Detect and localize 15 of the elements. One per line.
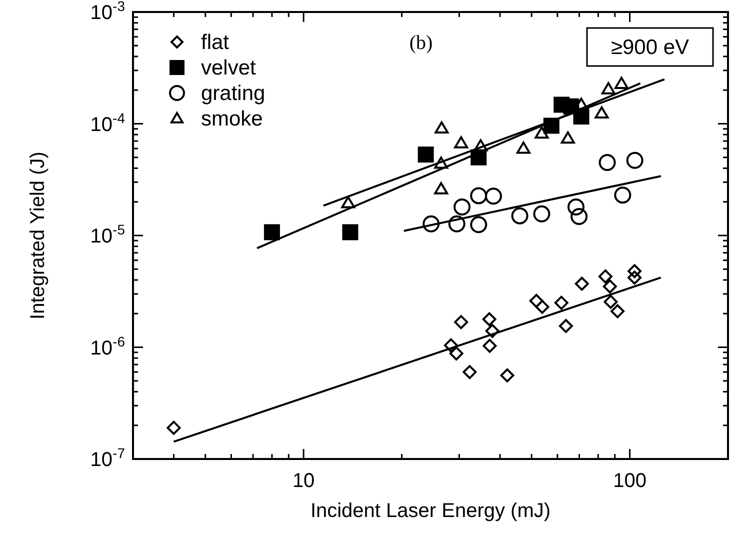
- legend-label: grating: [201, 82, 266, 105]
- y-tick-label: 10$^{-3}$: [90, 0, 126, 24]
- x-tick-label: 10: [292, 470, 315, 492]
- x-tick-label: 100: [613, 470, 646, 492]
- legend-label: smoke: [201, 108, 263, 130]
- y-tick-label: 10$^{-7}$: [90, 445, 126, 471]
- y-tick-label: 10$^{-5}$: [90, 222, 126, 248]
- y-tick-label: 10$^{-4}$: [90, 110, 126, 136]
- y-tick-label: 10$^{-6}$: [90, 333, 126, 360]
- legend-label: flat: [201, 31, 230, 54]
- annotation: (b): [409, 32, 433, 54]
- x-axis-title: Incident Laser Energy (mJ): [310, 500, 551, 522]
- y-axis-title: Integrated Yield (J): [27, 152, 49, 320]
- legend-label: velvet: [201, 56, 256, 80]
- annotation: ≥900 eV: [610, 36, 690, 59]
